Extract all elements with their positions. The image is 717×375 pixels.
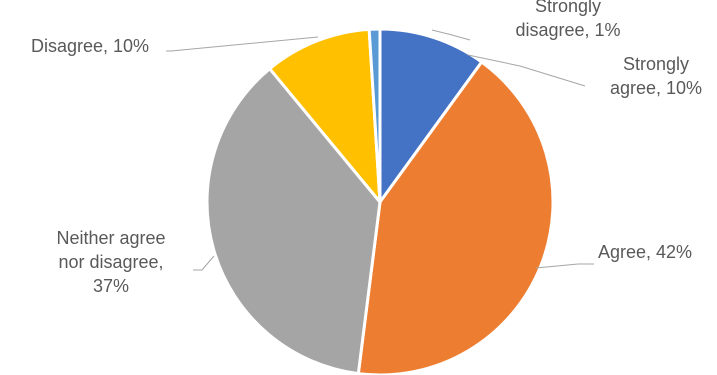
data-label-line: Agree, 42% (598, 242, 692, 262)
pie-slice-strongly-agree (378, 27, 484, 204)
data-label-agree: Agree, 42% (598, 242, 692, 262)
pie-slice-disagree (268, 27, 382, 204)
pie-slice-neither-agree-nor-disagree (205, 67, 382, 375)
leader-line-neither-agree-nor-disagree (193, 255, 215, 271)
data-label-line: disagree, 1% (515, 20, 620, 40)
pie-slice-strongly-disagree (367, 27, 382, 204)
data-label-line: nor disagree, (58, 252, 163, 272)
data-label-line: Strongly (623, 54, 689, 74)
data-label-strongly-disagree: Strongly disagree, 1% (515, 0, 620, 40)
data-label-neither-agree-nor-disagree: Neither agree nor disagree, 37% (56, 228, 165, 296)
leader-lines (166, 29, 594, 271)
leader-line-strongly-disagree (431, 29, 471, 41)
leader-line-strongly-agree (467, 54, 586, 87)
pie-slices (205, 27, 555, 375)
data-label-strongly-agree: Strongly agree, 10% (610, 54, 702, 98)
leader-line-agree (535, 263, 594, 269)
data-label-line: agree, 10% (610, 78, 702, 98)
data-label-line: 37% (93, 276, 129, 296)
data-label-line: Strongly (535, 0, 601, 16)
data-labels: Strongly agree, 10% Agree, 42% Neither agre… (31, 0, 702, 296)
pie-slice-agree (356, 60, 555, 375)
data-label-line: Disagree, 10% (31, 36, 149, 56)
leader-line-disagree (166, 36, 319, 52)
data-label-disagree: Disagree, 10% (31, 36, 149, 56)
data-label-line: Neither agree (56, 228, 165, 248)
